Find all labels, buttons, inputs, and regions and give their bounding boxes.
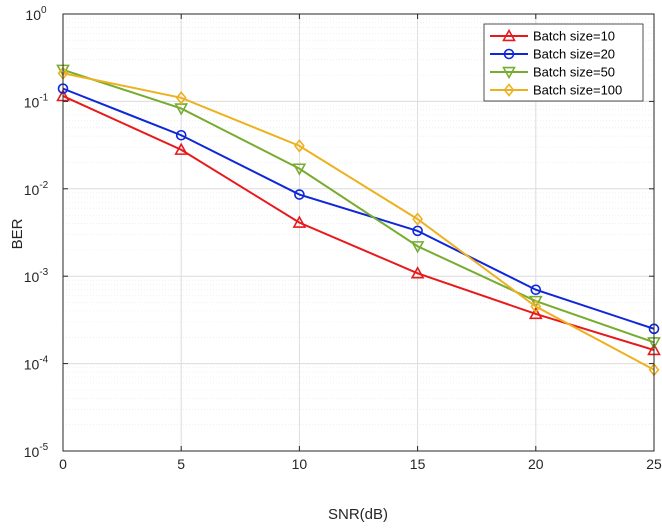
y-tick-label: 100 [25,5,47,23]
series-line [62,68,655,344]
y-tick-label: 10-1 [24,92,49,110]
marker-triangle-up [292,215,307,228]
y-tick-base: 10 [24,182,40,198]
marker-triangle-up [410,266,425,279]
legend-entry: Batch size=10 [490,29,615,44]
y-tick-base: 10 [24,269,40,285]
series-line [62,95,655,351]
y-tick-label: 10-2 [24,180,49,198]
legend-label: Batch size=50 [533,65,615,80]
marker-triangle-up [528,306,543,320]
y-tick-base: 10 [24,357,40,373]
legend-label: Batch size=20 [533,47,615,62]
legend-entry: Batch size=50 [490,65,615,80]
y-tick-base: 10 [25,7,41,23]
legend-label: Batch size=100 [533,83,622,98]
series-line [62,72,655,371]
marker-circle [503,48,515,60]
marker-diamond [412,212,424,226]
marker-circle [294,189,305,200]
marker-circle [412,225,423,237]
legend: Batch size=10 Batch size=20 Batch size=50 B… [483,23,644,102]
marker-triangle-down [292,163,307,176]
marker-diamond [503,83,515,97]
legend-label: Batch size=10 [533,29,615,44]
y-tick-exponent: -5 [39,442,48,453]
series-4 [57,66,660,377]
series-line [62,87,655,330]
x-tick-label: 20 [528,456,544,472]
x-tick-label: 0 [59,456,67,472]
plot-frame [62,13,655,452]
x-axis-label: SNR(dB) [328,506,388,523]
y-tick-exponent: -1 [39,92,48,103]
legend-entry: Batch size=100 [490,83,622,98]
y-tick-label: 10-4 [24,355,49,373]
y-axis-label: BER [9,218,26,249]
y-tick-exponent: -3 [39,267,48,278]
x-tick-label: 25 [646,456,662,472]
y-tick-base: 10 [24,444,40,460]
y-tick-base: 10 [24,94,40,110]
series-layer [56,64,661,377]
series-2 [57,83,660,335]
marker-triangle-down [502,66,516,80]
y-tick-label: 10-5 [24,442,49,460]
marker-triangle-down [410,241,425,254]
x-tick-label: 15 [410,456,426,472]
marker-circle [175,129,187,141]
marker-triangle-up [502,28,516,42]
marker-circle [530,284,542,296]
y-tick-exponent: 0 [41,5,47,16]
series-1 [56,88,661,356]
y-tick-label: 10-3 [24,267,49,285]
marker-triangle-down [528,295,543,309]
y-tick-exponent: -4 [39,355,48,366]
marker-diamond [293,139,305,153]
marker-diamond [175,91,187,105]
marker-triangle-up [174,142,189,155]
x-tick-label: 10 [292,456,308,472]
x-tick-label: 5 [177,456,185,472]
marker-diamond [530,299,542,314]
y-tick-exponent: -2 [39,180,48,191]
legend-entry: Batch size=20 [490,47,615,62]
